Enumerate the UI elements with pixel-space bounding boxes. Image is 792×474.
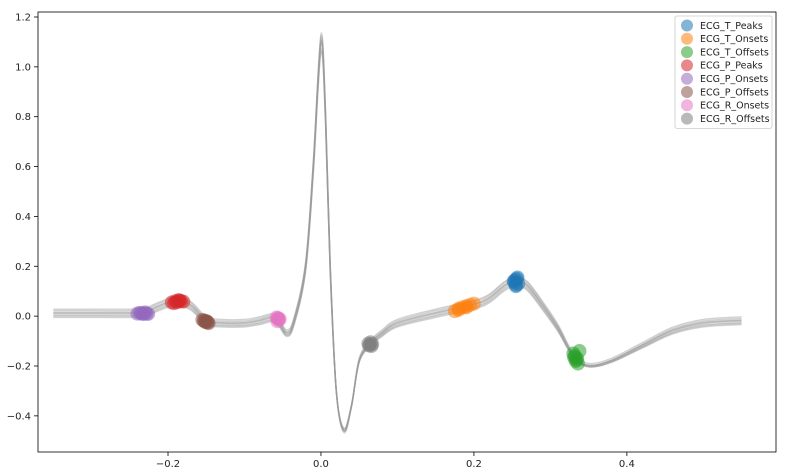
series-ecg-r-onsets — [269, 310, 287, 329]
legend-label: ECG_R_Offsets — [700, 114, 770, 125]
legend-marker — [681, 32, 693, 45]
legend-marker — [681, 112, 693, 125]
y-tick-label: 0.6 — [15, 162, 31, 173]
legend-marker — [681, 99, 693, 112]
y-tick-label: 0.4 — [15, 212, 31, 223]
data-point — [572, 344, 587, 359]
series-ecg-t-peaks — [506, 270, 526, 294]
legend-label: ECG_T_Offsets — [700, 47, 769, 58]
series-ecg-p-offsets — [195, 312, 216, 331]
x-tick-label: 0.0 — [313, 459, 329, 470]
legend-label: ECG_P_Onsets — [700, 74, 768, 85]
legend-label: ECG_P_Peaks — [700, 61, 763, 72]
data-point — [171, 293, 186, 308]
y-tick-label: 1.0 — [15, 62, 31, 73]
plot-frame — [37, 11, 777, 453]
y-tick-label: 1.2 — [15, 12, 31, 23]
data-point — [141, 306, 156, 321]
legend-label: ECG_P_Offsets — [700, 87, 769, 98]
data-point — [271, 311, 286, 326]
legend-marker — [681, 86, 693, 98]
legend-marker — [681, 72, 693, 85]
legend: ECG_T_Peaks ECG_T_Onsets ECG_T_Offsets ECG_… — [674, 15, 773, 129]
y-tick-label: −0.4 — [7, 411, 31, 422]
legend-label: ECG_T_Onsets — [700, 34, 768, 45]
x-tick-label: 0.2 — [466, 459, 482, 470]
legend-box — [674, 15, 773, 129]
data-point — [508, 279, 523, 294]
y-tick-label: 0.8 — [15, 112, 31, 123]
x-axis: −0.2 0.0 0.2 0.4 — [156, 452, 635, 470]
legend-label: ECG_T_Peaks — [700, 21, 763, 32]
data-point — [198, 315, 213, 330]
series-ecg-r-offsets — [361, 335, 380, 354]
data-point — [459, 300, 474, 315]
legend-marker — [681, 59, 693, 72]
series-ecg-t-onsets — [447, 296, 481, 319]
y-tick-label: 0.2 — [15, 262, 31, 273]
y-tick-label: −0.2 — [7, 361, 31, 372]
y-tick-label: 0.0 — [15, 312, 31, 323]
x-tick-label: 0.4 — [619, 459, 635, 470]
y-axis: −0.4 −0.2 0.0 0.2 0.4 0.6 0.8 1.0 1.2 — [7, 12, 38, 422]
x-tick-label: −0.2 — [156, 459, 180, 470]
series-ecg-p-peaks — [164, 293, 191, 311]
legend-marker — [681, 46, 693, 59]
legend-label: ECG_R_Onsets — [700, 101, 769, 112]
data-point — [362, 338, 377, 353]
series-ecg-p-onsets — [130, 305, 156, 322]
legend-marker — [681, 19, 693, 32]
series-ecg-t-offsets — [566, 344, 587, 371]
event-markers — [130, 270, 587, 371]
